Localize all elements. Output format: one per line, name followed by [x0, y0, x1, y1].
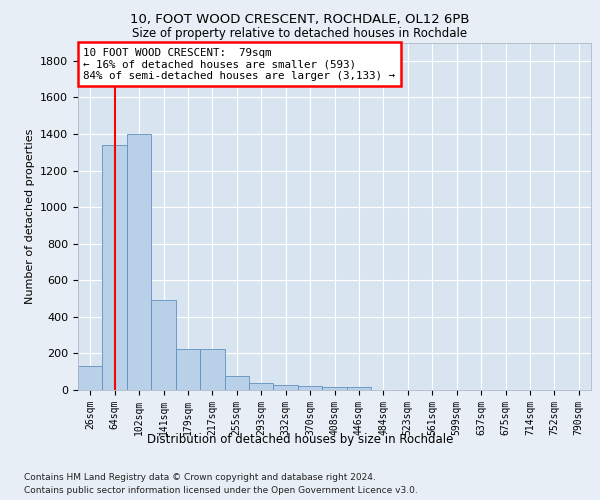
Bar	[78, 366, 103, 390]
Text: Size of property relative to detached houses in Rochdale: Size of property relative to detached ho…	[133, 28, 467, 40]
Bar	[322, 388, 347, 390]
Bar	[274, 386, 298, 390]
Bar	[151, 300, 176, 390]
Y-axis label: Number of detached properties: Number of detached properties	[25, 128, 35, 304]
Bar	[249, 382, 274, 390]
Bar	[298, 386, 322, 390]
Bar	[127, 134, 151, 390]
Bar	[347, 388, 371, 390]
Text: Distribution of detached houses by size in Rochdale: Distribution of detached houses by size …	[147, 432, 453, 446]
Text: 10 FOOT WOOD CRESCENT:  79sqm
← 16% of detached houses are smaller (593)
84% of : 10 FOOT WOOD CRESCENT: 79sqm ← 16% of de…	[83, 48, 395, 81]
Bar	[200, 349, 224, 390]
Text: 10, FOOT WOOD CRESCENT, ROCHDALE, OL12 6PB: 10, FOOT WOOD CRESCENT, ROCHDALE, OL12 6…	[130, 12, 470, 26]
Bar	[103, 145, 127, 390]
Text: Contains public sector information licensed under the Open Government Licence v3: Contains public sector information licen…	[24, 486, 418, 495]
Text: Contains HM Land Registry data © Crown copyright and database right 2024.: Contains HM Land Registry data © Crown c…	[24, 472, 376, 482]
Bar	[224, 376, 249, 390]
Bar	[176, 349, 200, 390]
